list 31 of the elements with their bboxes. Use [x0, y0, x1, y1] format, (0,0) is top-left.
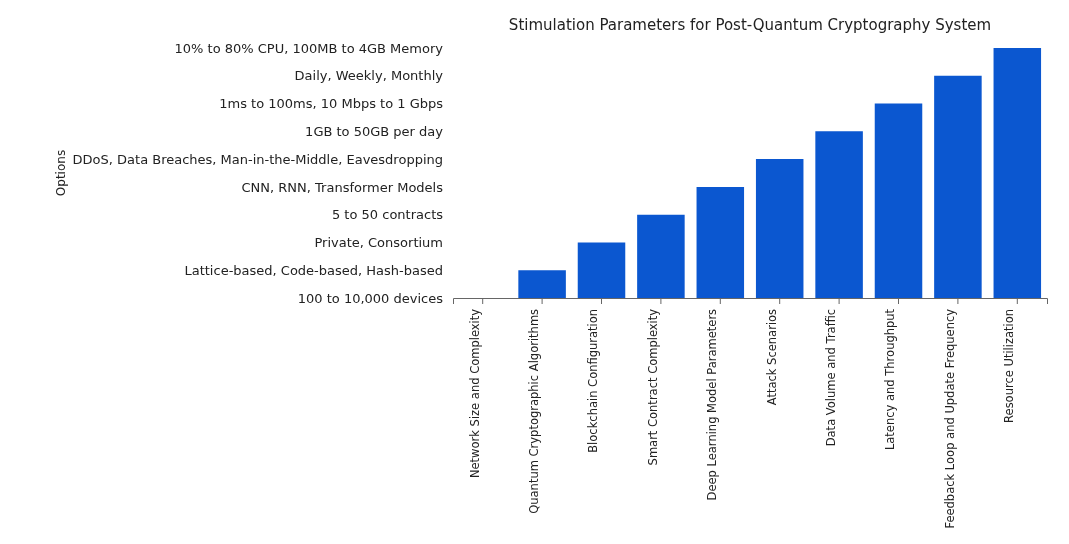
- chart-title: Stimulation Parameters for Post-Quantum Cryptography System: [508, 16, 992, 34]
- bar: [934, 75, 982, 298]
- x-tick-label: Resource Utilization: [1002, 308, 1017, 423]
- text: DDoS, Data Breaches, Man-in-the-Middle, Eavesdropping: [72, 151, 443, 167]
- text: 5 to 50 contracts: [331, 207, 444, 223]
- text: Private, Consortium: [314, 235, 443, 251]
- x-tick-label: Feedback Loop and Update Frequency: [942, 308, 957, 529]
- bar: [815, 131, 863, 298]
- x-tick-label: Data Volume and Traffic: [824, 308, 839, 447]
- x-tick-label: Smart Contract Complexity: [645, 308, 660, 466]
- x-tick-label: Attack Scenarios: [764, 308, 779, 406]
- x-tick-label: Blockchain Configuration: [586, 308, 601, 453]
- text: 1GB to 50GB per day: [305, 123, 444, 139]
- text: Daily, Weekly, Monthly: [294, 68, 444, 84]
- bar: [696, 187, 745, 298]
- x-tick-label: Network Size and Complexity: [467, 308, 482, 479]
- bar: [755, 159, 804, 298]
- bar: [577, 242, 626, 298]
- text: Lattice-based, Code-based, Hash-based: [184, 262, 443, 278]
- bar: [993, 48, 1042, 298]
- x-tick-label: Latency and Throughput: [883, 308, 898, 451]
- text: 1ms to 100ms, 10 Mbps to 1 Gbps: [219, 96, 444, 112]
- text: 10% to 80% CPU, 100MB to 4GB Memory: [174, 40, 444, 56]
- text: Options: [53, 149, 68, 197]
- bar: [518, 270, 566, 298]
- x-tick-label: Quantum Cryptographic Algorithms: [527, 308, 542, 514]
- bar: [637, 214, 685, 298]
- text: 100 to 10,000 devices: [297, 290, 444, 306]
- x-tick-label: Deep Learning Model Parameters: [705, 308, 720, 501]
- bar: [874, 103, 923, 298]
- text: CNN, RNN, Transformer Models: [241, 179, 444, 195]
